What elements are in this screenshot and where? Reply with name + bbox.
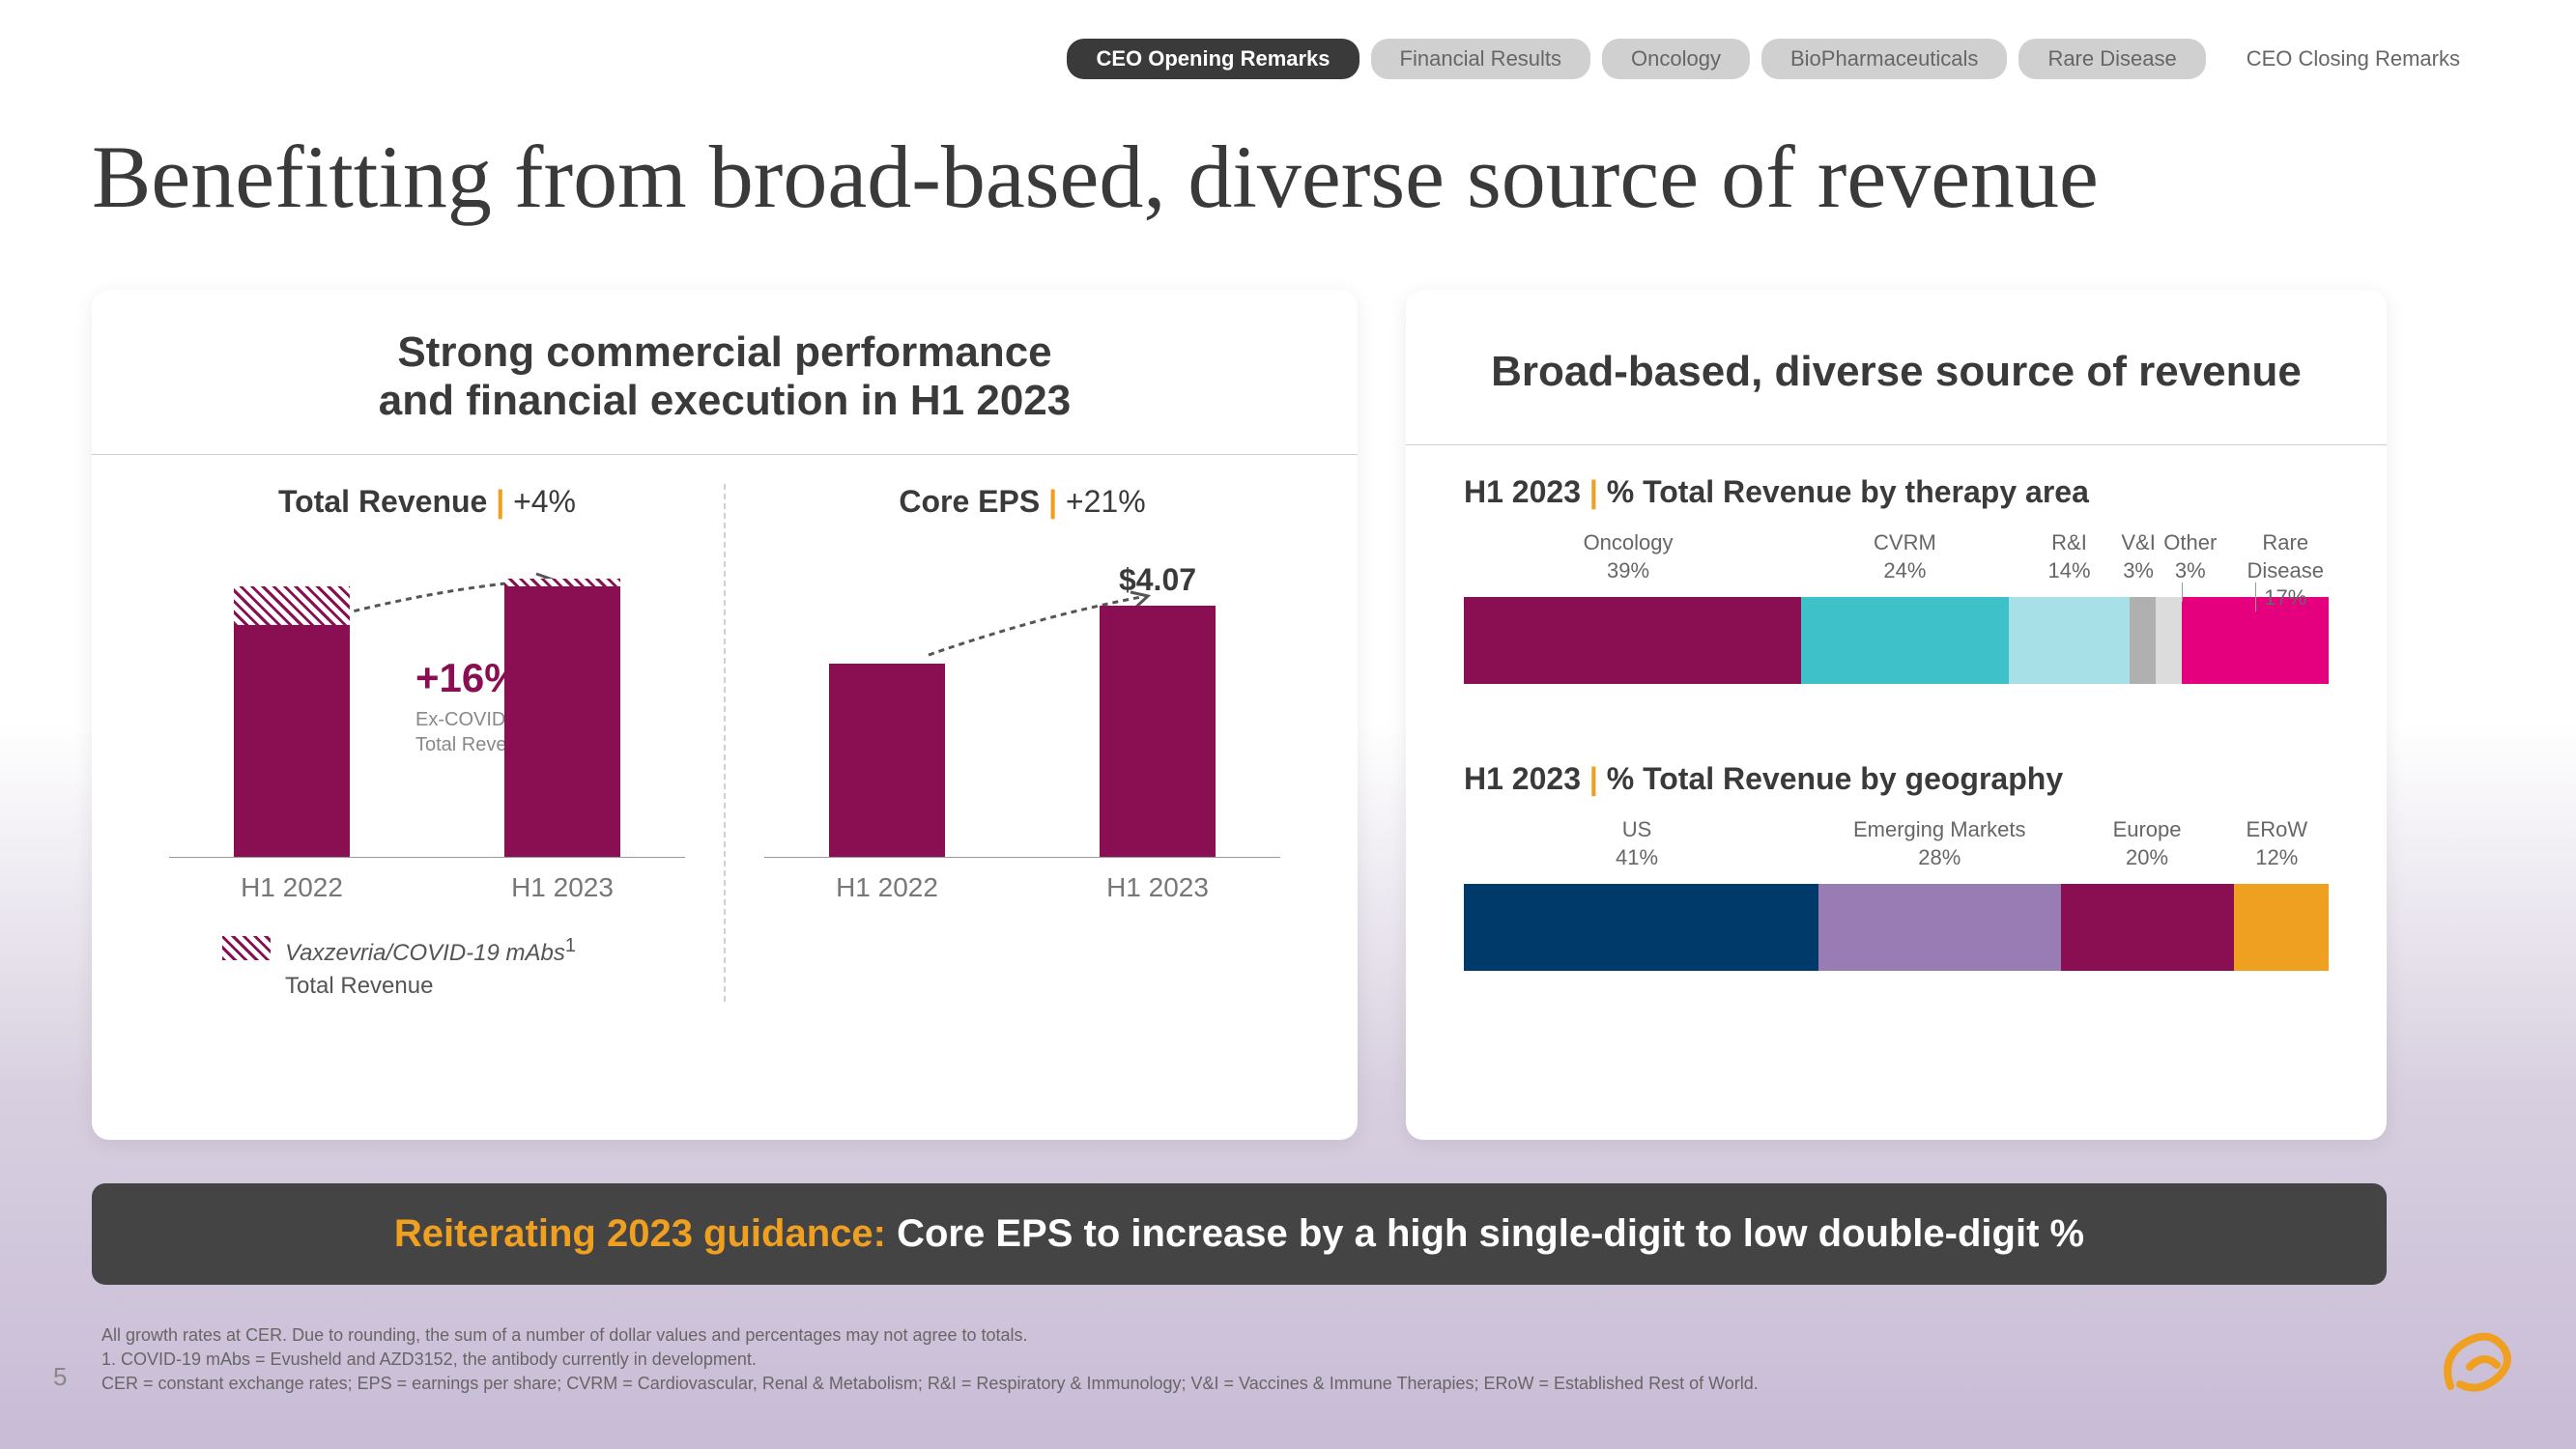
stacked-segment [2009,597,2130,684]
stacked-segment [2234,884,2329,971]
nav-tab[interactable]: CEO Opening Remarks [1067,39,1359,79]
segment-label: Rare Disease17% [2247,529,2324,612]
bar-category-label: H1 2022 [234,872,350,903]
stacked-segment [2061,884,2234,971]
panel-performance: Strong commercial performanceand financi… [92,290,1358,1140]
metric-value: +4% [513,484,576,519]
stacked-segment [1801,597,2009,684]
footnotes: All growth rates at CER. Due to rounding… [101,1323,2227,1397]
segment-label: Europe20% [2113,816,2182,871]
bar-category-label: H1 2023 [1100,872,1216,903]
stacked-segment [1464,597,1801,684]
metric-label: Total Revenue [278,484,487,519]
guidance-callout: Reiterating 2023 guidance: Core EPS to i… [92,1183,2387,1285]
bar-category-label: H1 2023 [504,872,620,903]
stacked-segment [2156,597,2182,684]
legend-covid: Vaxzevria/COVID-19 mAbs1 Total Revenue [222,932,724,1002]
bar-value-label: $4.07 [1100,562,1216,598]
bar [829,664,945,857]
legend-swatch-icon [222,936,271,960]
metric-label: Core EPS [899,484,1040,519]
panel-left-title: Strong commercial performanceand financi… [92,290,1358,455]
bar: $4.07 [1100,606,1216,857]
segment-label: CVRM24% [1874,529,1936,584]
stacked-therapy-area: H1 2023 | % Total Revenue by therapy are… [1406,445,2387,684]
stacked-segment [1464,884,1818,971]
segment-label: US41% [1616,816,1658,871]
panel-right-title: Broad-based, diverse source of revenue [1406,290,2387,445]
segment-label: Other3% [2163,529,2217,584]
bar-category-label: H1 2022 [829,872,945,903]
segment-label: V&I3% [2121,529,2155,584]
stacked-geography: H1 2023 | % Total Revenue by geography U… [1406,732,2387,971]
stacked-segment [2130,597,2156,684]
page-title: Benefitting from broad-based, diverse so… [92,126,2099,228]
page-number: 5 [53,1362,67,1392]
bar [234,586,350,857]
chart-core-eps: Core EPS | +21% $4.07 H1 2022H1 2023 [724,484,1319,1002]
company-logo-icon [2431,1319,2518,1410]
nav-tab[interactable]: Oncology [1602,39,1750,79]
chart-total-revenue: Total Revenue | +4% +16% Ex-COVID-19Tota… [130,484,724,1002]
nav-tab[interactable]: BioPharmaceuticals [1761,39,2007,79]
segment-label: Emerging Markets28% [1853,816,2026,871]
nav-tab[interactable]: Rare Disease [2018,39,2205,79]
nav-tab[interactable]: Financial Results [1371,39,1591,79]
panel-revenue-breakdown: Broad-based, diverse source of revenue H… [1406,290,2387,1140]
metric-value: +21% [1066,484,1146,519]
stacked-segment [1818,884,2061,971]
bar [504,579,620,857]
segment-label: R&I14% [2047,529,2090,584]
section-nav: CEO Opening Remarks Financial Results Onco… [1067,39,2489,79]
nav-tab[interactable]: CEO Closing Remarks [2218,39,2489,79]
segment-label: ERoW12% [2247,816,2308,871]
segment-label: Oncology39% [1584,529,1674,584]
